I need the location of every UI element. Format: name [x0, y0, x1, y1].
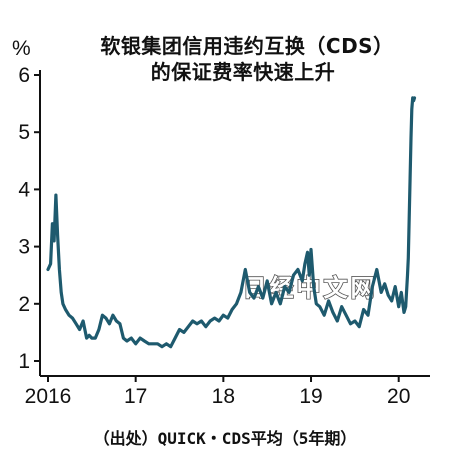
chart-title-line2: 的保证费率快速上升: [150, 60, 336, 84]
x-tick-label: 2016: [25, 385, 72, 408]
cds-series-line: [46, 96, 417, 349]
y-tick-label: 2: [18, 293, 30, 316]
x-tick-label: 20: [387, 385, 410, 408]
y-tick-label: 1: [18, 350, 30, 373]
y-tick-label: 3: [18, 236, 30, 259]
x-tick-label: 18: [212, 385, 235, 408]
y-tick-label: 6: [18, 64, 30, 87]
x-tick-label: 19: [299, 385, 322, 408]
y-tick-label: 5: [18, 121, 30, 144]
chart-title-line1: 软银集团信用违约互换（CDS）: [100, 34, 394, 58]
source-note: （出处）QUICK・CDS平均（5年期）: [93, 429, 357, 448]
x-tick-label: 17: [124, 385, 147, 408]
y-unit-label: %: [12, 37, 31, 60]
y-tick-label: 4: [18, 178, 30, 201]
chart-axes: [39, 70, 430, 377]
